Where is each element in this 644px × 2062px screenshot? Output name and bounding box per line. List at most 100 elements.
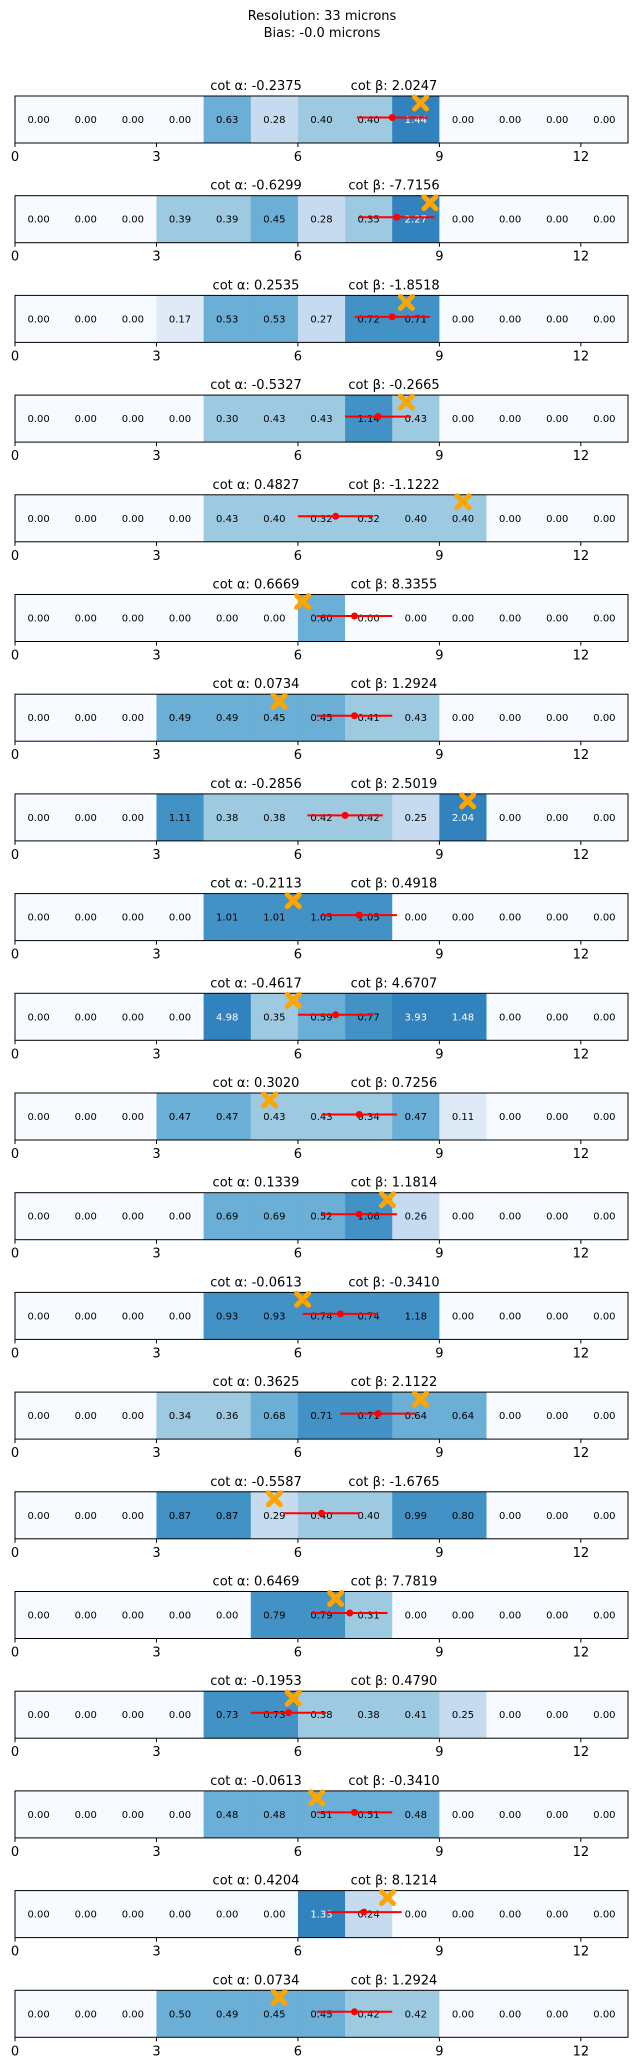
panel-5: cot α: 0.4827 cot β: -1.1222 0.00 0.00 0.00 0… (11, 478, 629, 564)
cell-value-label: 0.87 (216, 1511, 238, 1522)
heatmap-cell (250, 694, 299, 742)
x-tick-label: 0 (11, 1446, 19, 1461)
cell-value-label: 0.00 (546, 514, 568, 525)
cell-value-label: 0.00 (27, 713, 49, 724)
heatmap-cell (392, 494, 440, 542)
cell-value-label: 0.00 (75, 215, 97, 226)
heatmap-cell (533, 1292, 582, 1340)
true-position-marker (412, 94, 430, 112)
heatmap-cell (439, 1691, 487, 1739)
cell-value-label: 0.47 (405, 1112, 427, 1123)
cell-value-label: 0.00 (593, 1710, 615, 1721)
cell-value-label: 0.00 (27, 1012, 49, 1023)
heatmap-cell (203, 1491, 252, 1539)
heatmap-cell (250, 395, 299, 443)
x-tick-label: 9 (435, 748, 443, 763)
heatmap-cell (203, 594, 252, 642)
heatmap-cell (203, 793, 252, 841)
cell-value-label: 0.74 (358, 1311, 380, 1322)
cell-value-label: 0.00 (452, 1611, 474, 1622)
cell-value-label: 0.42 (310, 813, 332, 824)
x-tick-label: 6 (294, 449, 302, 464)
cell-value-label: 1.05 (358, 913, 380, 924)
cell-value-label: 0.00 (169, 1212, 191, 1223)
cell-value-label: 0.27 (310, 314, 332, 325)
panel-title-beta: cot β: 2.5019 (351, 777, 438, 792)
heatmap-cell (580, 1491, 629, 1539)
cell-value-label: 0.00 (169, 913, 191, 924)
heatmap-cell (486, 295, 534, 343)
heatmap-cell (250, 1591, 299, 1639)
heatmap-cell (533, 1392, 582, 1440)
panel-17: cot α: -0.1953 cot β: 0.4790 0.00 0.00 0.00 0… (11, 1674, 629, 1760)
heatmap-cell (156, 1990, 204, 2038)
heatmap-cell (62, 494, 110, 542)
heatmap-cell (109, 1990, 157, 2038)
measured-point (284, 1709, 292, 1717)
cell-value-label: 0.00 (122, 1112, 144, 1123)
heatmap-cell (109, 395, 157, 443)
figure-header: Resolution: 33 microns Bias: -0.0 micron… (0, 8, 644, 42)
panel-15: cot α: -0.5587 cot β: -1.6765 0.00 0.00 0.00… (11, 1475, 629, 1561)
cell-value-label: 0.49 (169, 713, 191, 724)
cell-value-label: 0.00 (546, 1611, 568, 1622)
cell-value-label: 0.24 (358, 1910, 380, 1921)
x-tick-label: 9 (435, 2044, 443, 2059)
heatmap-cell (297, 96, 346, 143)
panel-9: cot α: -0.2113 cot β: 0.4918 0.00 0.00 0.00 0… (11, 877, 629, 963)
panel-title-alpha: cot α: -0.5587 (210, 1475, 302, 1490)
heatmap-cell (156, 1591, 204, 1639)
heatmap-cell (203, 395, 252, 443)
panel-7: cot α: 0.0734 cot β: 1.2924 0.00 0.00 0.00 0.… (11, 677, 629, 763)
heatmap-cell (486, 893, 534, 941)
cell-value-label: 0.00 (122, 913, 144, 924)
heatmap-cell (62, 694, 110, 742)
cell-value-label: 0.00 (546, 813, 568, 824)
heatmap-cell (62, 96, 110, 143)
x-tick-label: 12 (573, 2044, 590, 2059)
heatmap-cell (439, 1890, 487, 1938)
heatmap-cell (580, 1093, 629, 1140)
heatmap-cell (345, 793, 393, 841)
measured-point (355, 911, 363, 919)
measured-point (355, 1111, 363, 1118)
cell-value-label: 0.00 (499, 1212, 521, 1223)
cell-value-label: 0.51 (358, 1810, 380, 1821)
heatmap-cell (297, 1392, 346, 1440)
axes-frame (14, 1092, 629, 1141)
heatmap-cell (345, 1591, 393, 1639)
heatmap-cell (392, 395, 440, 443)
heatmap-cell (486, 1292, 534, 1340)
x-tick-label: 0 (11, 349, 19, 364)
cell-value-label: 0.00 (593, 2009, 615, 2020)
cell-value-label: 0.00 (216, 1611, 238, 1622)
heatmap-cell (15, 295, 63, 343)
heatmap-cell (533, 993, 582, 1041)
heatmap-cell (62, 1591, 110, 1639)
cell-value-label: 0.48 (405, 1810, 427, 1821)
panel-title-alpha: cot α: -0.6299 (210, 179, 302, 194)
cell-value-label: 0.34 (358, 1112, 380, 1123)
true-position-marker (412, 1390, 430, 1408)
x-tick-label: 6 (294, 1745, 302, 1760)
heatmap-cell (15, 793, 63, 841)
cell-value-label: 0.32 (358, 514, 380, 525)
heatmap-cell (392, 1890, 440, 1938)
x-tick-label: 12 (573, 549, 590, 564)
true-position-marker (265, 1490, 283, 1508)
heatmap-cell (109, 1691, 157, 1739)
cell-value-label: 0.87 (169, 1511, 191, 1522)
cell-value-label: 0.00 (593, 1411, 615, 1422)
x-tick-label: 12 (573, 1845, 590, 1860)
heatmap-cell (533, 1790, 582, 1838)
heatmap-cell (580, 1192, 629, 1240)
cell-value-label: 0.00 (169, 1311, 191, 1322)
heatmap-cell (156, 1691, 204, 1739)
cell-value-label: 0.31 (358, 1611, 380, 1622)
x-tick-label: 6 (294, 649, 302, 664)
panel-title-beta: cot β: 1.2924 (351, 1973, 438, 1988)
panel-title-beta: cot β: 0.4918 (351, 877, 438, 892)
heatmap-cell (15, 1491, 63, 1539)
panel-title-beta: cot β: -0.3410 (348, 1774, 439, 1789)
cell-value-label: 0.64 (452, 1411, 474, 1422)
